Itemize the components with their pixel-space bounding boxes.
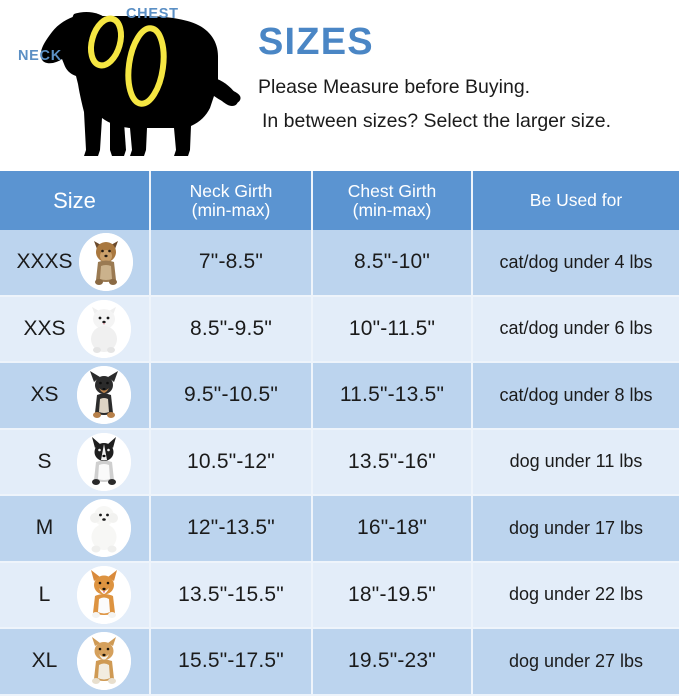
column-header-size: Size <box>0 171 151 230</box>
table-header: Size Neck Girth (min-max) Chest Girth (m… <box>0 171 679 230</box>
cell-neck-girth: 13.5"-15.5" <box>150 561 313 629</box>
column-header-chest-girth-label: Chest Girth <box>347 180 437 201</box>
chest-girth-value: 16"-18" <box>356 516 428 540</box>
chihuahua-photo <box>76 366 131 425</box>
table-row: XXXS 7"-8.5" 8.5"-10" cat/dog under 4 lbs <box>0 230 679 297</box>
cell-size: XXXS <box>0 230 151 297</box>
table-header-row: Size Neck Girth (min-max) Chest Girth (m… <box>0 171 679 230</box>
size-label: S <box>37 449 52 473</box>
chest-label: CHEST <box>126 6 179 22</box>
chest-girth-value: 11.5"-13.5" <box>339 383 445 407</box>
table-body: XXXS 7"-8.5" 8.5"-10" cat/dog under 4 lbs X… <box>0 230 679 696</box>
neck-label: NECK <box>18 48 62 64</box>
cell-size: L <box>0 561 151 629</box>
cell-size: S <box>0 428 151 496</box>
neck-girth-value: 9.5"-10.5" <box>184 383 278 407</box>
chest-girth-value: 18"-19.5" <box>348 582 436 606</box>
cell-neck-girth: 15.5"-17.5" <box>150 628 313 696</box>
column-header-neck-girth-label: Neck Girth <box>189 180 273 201</box>
cell-neck-girth: 10.5"-12" <box>150 428 313 496</box>
size-label: XXXS <box>16 250 73 274</box>
size-label: L <box>38 582 51 606</box>
be-used-for-value: cat/dog under 4 lbs <box>499 251 653 272</box>
cell-chest-girth: 8.5"-10" <box>312 230 473 297</box>
neck-girth-value: 13.5"-15.5" <box>178 582 284 606</box>
size-label: XS <box>30 383 59 407</box>
cell-size: XS <box>0 362 151 430</box>
cell-neck-girth: 8.5"-9.5" <box>150 295 313 363</box>
cell-neck-girth: 12"-13.5" <box>150 495 313 563</box>
table-row: S 10.5"-12" 13.5"-16" dog under 11 lbs <box>0 428 679 496</box>
shiba-inu-photo <box>76 632 131 691</box>
column-header-be-used-for: Be Used for <box>472 171 679 230</box>
header-area: NECK CHEST SIZES Please Measure before B… <box>0 0 679 171</box>
table-row: XXS 8.5"-9.5" 10"-11.5" cat/dog under 6 lb… <box>0 295 679 363</box>
subtitle-larger-size-note: In between sizes? Select the larger size… <box>262 110 612 132</box>
chest-girth-value: 19.5"-23" <box>348 649 436 673</box>
cell-chest-girth: 16"-18" <box>312 495 473 563</box>
table-row: XS 9.5"-10.5" 11.5"-13.5" cat/dog under 8 … <box>0 362 679 430</box>
table-row: M 12"-13.5" 16"-18" dog under 17 lbs <box>0 495 679 563</box>
dog-measurement-diagram <box>14 0 254 165</box>
title-block: SIZES Please Measure before Buying. In b… <box>258 0 679 165</box>
cell-neck-girth: 9.5"-10.5" <box>150 362 313 430</box>
column-header-neck-girth: Neck Girth (min-max) <box>150 171 313 230</box>
be-used-for-value: dog under 27 lbs <box>508 650 644 671</box>
cell-chest-girth: 11.5"-13.5" <box>312 362 473 430</box>
chest-girth-value: 10"-11.5" <box>348 316 436 340</box>
yorkshire-terrier-photo <box>78 233 133 292</box>
size-label: M <box>35 516 54 540</box>
table-row: XL 15.5"-17.5" 19.5"-23" dog under 27 lbs <box>0 628 679 696</box>
size-label: XL <box>31 649 58 673</box>
cell-be-used-for: dog under 11 lbs <box>472 428 679 496</box>
column-header-size-label: Size <box>53 187 96 213</box>
corgi-photo <box>76 565 131 624</box>
be-used-for-value: dog under 17 lbs <box>508 517 644 538</box>
neck-girth-value: 15.5"-17.5" <box>178 649 284 673</box>
column-header-be-used-for-label: Be Used for <box>529 190 623 211</box>
cell-be-used-for: cat/dog under 4 lbs <box>472 230 679 297</box>
cell-neck-girth: 7"-8.5" <box>150 230 313 297</box>
neck-measure-ring <box>88 15 124 69</box>
column-header-chest-girth: Chest Girth (min-max) <box>312 171 473 230</box>
chest-measure-ring <box>125 25 167 107</box>
be-used-for-value: cat/dog under 6 lbs <box>499 318 653 339</box>
cell-be-used-for: cat/dog under 8 lbs <box>472 362 679 430</box>
cell-be-used-for: dog under 17 lbs <box>472 495 679 563</box>
chest-girth-value: 8.5"-10" <box>353 250 431 274</box>
column-header-chest-girth-sub: (min-max) <box>352 199 432 220</box>
chest-girth-value: 13.5"-16" <box>348 449 436 473</box>
cell-size: XXS <box>0 295 151 363</box>
pomeranian-photo <box>76 299 131 358</box>
table-row: L 13.5"-15.5" 18"-19.5" dog under 22 lbs <box>0 561 679 629</box>
size-label: XXS <box>23 316 66 340</box>
neck-girth-value: 12"-13.5" <box>187 516 275 540</box>
cell-chest-girth: 19.5"-23" <box>312 628 473 696</box>
cell-chest-girth: 13.5"-16" <box>312 428 473 496</box>
page-title: SIZES <box>258 21 374 63</box>
cell-be-used-for: dog under 22 lbs <box>472 561 679 629</box>
cell-be-used-for: dog under 27 lbs <box>472 628 679 696</box>
subtitle-measure-note: Please Measure before Buying. <box>258 76 531 98</box>
neck-girth-value: 10.5"-12" <box>187 449 275 473</box>
cell-chest-girth: 18"-19.5" <box>312 561 473 629</box>
size-chart-table: Size Neck Girth (min-max) Chest Girth (m… <box>0 171 679 696</box>
dog-silhouette-icon <box>40 12 241 156</box>
be-used-for-value: dog under 22 lbs <box>508 584 644 605</box>
be-used-for-value: cat/dog under 8 lbs <box>499 384 653 405</box>
cell-chest-girth: 10"-11.5" <box>312 295 473 363</box>
cell-size: XL <box>0 628 151 696</box>
neck-girth-value: 7"-8.5" <box>198 250 264 274</box>
bichon-frise-photo <box>76 499 131 558</box>
boston-terrier-photo <box>76 432 131 491</box>
cell-size: M <box>0 495 151 563</box>
cell-be-used-for: cat/dog under 6 lbs <box>472 295 679 363</box>
be-used-for-value: dog under 11 lbs <box>509 451 643 472</box>
column-header-neck-girth-sub: (min-max) <box>191 199 271 220</box>
neck-girth-value: 8.5"-9.5" <box>189 316 273 340</box>
